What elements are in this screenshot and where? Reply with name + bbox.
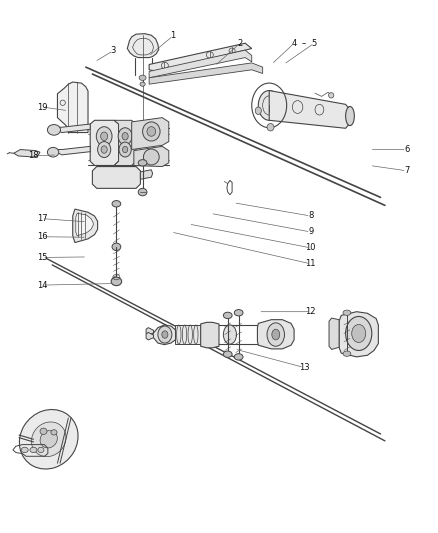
Ellipse shape (346, 317, 372, 351)
Ellipse shape (118, 128, 132, 145)
Ellipse shape (47, 148, 59, 157)
Ellipse shape (112, 243, 121, 251)
Ellipse shape (38, 447, 44, 453)
Ellipse shape (111, 277, 122, 286)
Text: 7: 7 (404, 166, 410, 175)
Ellipse shape (140, 82, 145, 86)
Text: 12: 12 (305, 307, 316, 316)
Polygon shape (14, 150, 40, 157)
Polygon shape (152, 325, 177, 345)
Polygon shape (57, 82, 88, 133)
Ellipse shape (234, 310, 243, 316)
Ellipse shape (47, 125, 60, 135)
Ellipse shape (255, 107, 261, 115)
Text: 19: 19 (37, 102, 47, 111)
Text: 13: 13 (299, 363, 310, 372)
Polygon shape (146, 328, 153, 335)
Ellipse shape (343, 351, 351, 357)
Polygon shape (269, 91, 350, 128)
Ellipse shape (112, 200, 121, 207)
Polygon shape (132, 118, 169, 150)
Text: 1: 1 (170, 31, 176, 41)
Ellipse shape (234, 354, 243, 360)
Text: 10: 10 (305, 244, 316, 253)
Text: 9: 9 (308, 228, 313, 237)
Text: 8: 8 (308, 212, 313, 221)
Text: 5: 5 (311, 39, 317, 48)
Ellipse shape (101, 132, 108, 141)
Polygon shape (73, 209, 98, 243)
Text: 4: 4 (291, 39, 297, 48)
Ellipse shape (352, 325, 366, 343)
Ellipse shape (138, 160, 147, 166)
Ellipse shape (267, 323, 285, 346)
Ellipse shape (19, 409, 78, 469)
Polygon shape (149, 43, 252, 71)
Polygon shape (127, 34, 159, 58)
Ellipse shape (119, 142, 131, 157)
Text: 14: 14 (37, 280, 47, 289)
Ellipse shape (98, 142, 111, 158)
Ellipse shape (223, 351, 232, 358)
Polygon shape (149, 50, 252, 78)
Ellipse shape (223, 325, 237, 344)
Text: 11: 11 (305, 260, 316, 268)
Text: 3: 3 (111, 46, 116, 55)
Polygon shape (149, 63, 263, 84)
Ellipse shape (21, 447, 28, 453)
Polygon shape (92, 166, 141, 188)
Text: 16: 16 (37, 232, 47, 241)
Ellipse shape (258, 91, 280, 120)
Polygon shape (146, 333, 153, 340)
Ellipse shape (346, 107, 354, 126)
Ellipse shape (143, 122, 160, 141)
Ellipse shape (144, 149, 159, 165)
Polygon shape (339, 312, 378, 357)
Ellipse shape (122, 133, 128, 140)
Ellipse shape (158, 326, 172, 343)
Ellipse shape (40, 428, 47, 434)
Ellipse shape (147, 127, 155, 136)
Ellipse shape (139, 75, 146, 80)
Text: 15: 15 (37, 253, 47, 262)
Polygon shape (201, 322, 219, 348)
Polygon shape (90, 120, 119, 165)
Polygon shape (141, 169, 152, 179)
Ellipse shape (343, 310, 351, 316)
Text: 18: 18 (28, 151, 39, 160)
Polygon shape (52, 124, 90, 133)
Ellipse shape (267, 124, 274, 131)
Text: 2: 2 (237, 39, 243, 48)
Text: 17: 17 (37, 214, 47, 223)
Text: 6: 6 (404, 145, 410, 154)
Ellipse shape (40, 431, 57, 448)
Polygon shape (52, 147, 90, 155)
Ellipse shape (138, 188, 147, 196)
Polygon shape (175, 325, 201, 344)
Polygon shape (114, 120, 136, 165)
Ellipse shape (328, 93, 334, 98)
Polygon shape (258, 320, 294, 349)
Polygon shape (76, 213, 93, 236)
Text: –: – (302, 39, 306, 48)
Ellipse shape (30, 447, 37, 453)
Ellipse shape (272, 329, 280, 340)
Ellipse shape (32, 422, 66, 457)
Ellipse shape (162, 331, 168, 338)
Ellipse shape (101, 146, 107, 154)
Ellipse shape (51, 430, 57, 435)
Polygon shape (329, 318, 339, 350)
Polygon shape (134, 147, 169, 166)
Ellipse shape (223, 312, 232, 319)
Ellipse shape (96, 127, 112, 146)
Ellipse shape (123, 147, 128, 153)
